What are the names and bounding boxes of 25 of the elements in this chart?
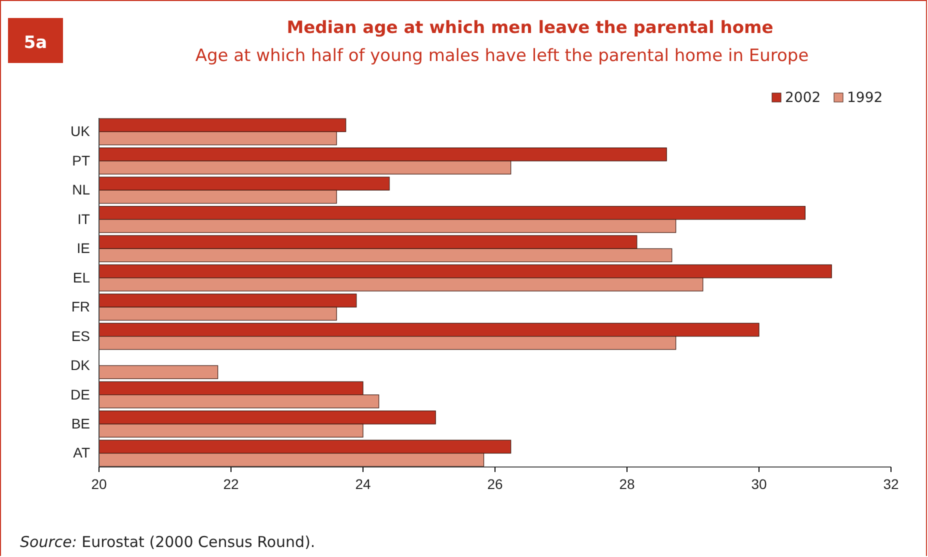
y-tick-label: IE — [76, 240, 90, 256]
y-tick-label: IT — [78, 210, 90, 227]
y-tick-label: BE — [71, 416, 90, 432]
label-badge: 5a — [8, 18, 63, 63]
y-tick-label: UK — [70, 123, 91, 140]
legend-label: 1992 — [847, 90, 883, 106]
y-tick-label: EL — [72, 269, 90, 286]
x-tick-label: 24 — [355, 476, 371, 492]
source-note: Source: Eurostat (2000 Census Round). — [20, 533, 316, 551]
chart-title: Median age at which men leave the parental home — [286, 18, 774, 38]
legend-label: 2002 — [785, 90, 821, 106]
y-tick-label: FR — [71, 298, 90, 315]
x-tick-label: 28 — [619, 476, 635, 492]
y-tick-label: ES — [71, 328, 90, 344]
x-tick-label: 22 — [223, 476, 239, 492]
y-tick-label: DK — [70, 357, 91, 374]
x-tick-label: 26 — [487, 476, 503, 492]
chart-subtitle: Age at which half of young males have left the parental home in Europe — [195, 46, 809, 66]
x-tick-label: 30 — [751, 476, 767, 492]
y-tick-label: AT — [73, 444, 90, 461]
x-tick-label: 32 — [883, 476, 899, 492]
y-tick-label: PT — [72, 152, 90, 168]
y-tick-label: NL — [72, 182, 90, 198]
x-tick-label: 20 — [91, 476, 107, 492]
y-tick-label: DE — [70, 386, 90, 402]
